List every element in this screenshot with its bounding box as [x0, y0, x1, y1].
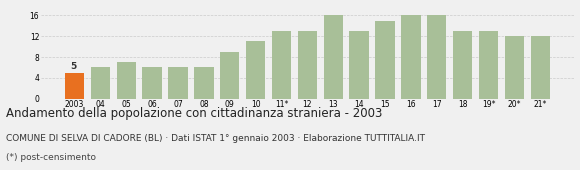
Bar [349, 31, 369, 99]
Bar [479, 31, 498, 99]
Text: 5: 5 [70, 62, 77, 71]
Bar [272, 31, 291, 99]
Bar [194, 67, 213, 99]
Bar [531, 36, 550, 99]
Text: (*) post-censimento: (*) post-censimento [6, 153, 96, 162]
Bar [453, 31, 472, 99]
Bar [401, 15, 420, 99]
Bar [375, 21, 395, 99]
Bar [246, 41, 266, 99]
Bar [220, 52, 240, 99]
Bar [427, 15, 447, 99]
Bar [65, 73, 84, 99]
Bar [298, 31, 317, 99]
Bar [505, 36, 524, 99]
Bar [90, 67, 110, 99]
Text: Andamento della popolazione con cittadinanza straniera - 2003: Andamento della popolazione con cittadin… [6, 107, 382, 120]
Text: COMUNE DI SELVA DI CADORE (BL) · Dati ISTAT 1° gennaio 2003 · Elaborazione TUTTI: COMUNE DI SELVA DI CADORE (BL) · Dati IS… [6, 134, 425, 143]
Bar [168, 67, 188, 99]
Bar [143, 67, 162, 99]
Bar [324, 15, 343, 99]
Bar [117, 62, 136, 99]
